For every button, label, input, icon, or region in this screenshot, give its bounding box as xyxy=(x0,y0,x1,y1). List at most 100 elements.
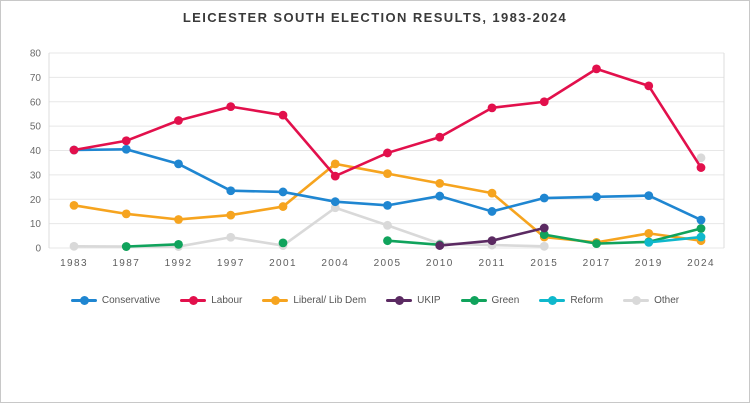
data-point-labour xyxy=(435,132,445,142)
data-point-reform xyxy=(644,237,654,247)
x-axis-label: 2017 xyxy=(583,258,611,269)
legend-line-dot-icon xyxy=(70,296,97,305)
legend-item-other: Other xyxy=(623,295,679,306)
data-point-green xyxy=(278,238,288,248)
data-point-other xyxy=(539,241,549,251)
chart-legend: Conservative Labour Liberal/ Lib Dem UKIP Gr… xyxy=(1,295,749,306)
data-point-conservative xyxy=(174,159,183,169)
data-point-green xyxy=(592,239,601,249)
data-point-liberal-lib-dem xyxy=(121,209,131,219)
legend-line-dot-icon xyxy=(180,296,207,305)
legend-item-liberal-lib-dem: Liberal/ Lib Dem xyxy=(262,295,366,306)
legend-line-dot-icon xyxy=(262,296,289,305)
data-point-conservative xyxy=(278,187,288,197)
series-line-other xyxy=(72,206,546,248)
data-point-liberal-lib-dem xyxy=(174,215,183,224)
data-point-conservative xyxy=(592,192,601,202)
data-point-other xyxy=(69,241,79,251)
y-axis-label: 30 xyxy=(30,170,42,181)
legend-line-dot-icon xyxy=(460,296,487,305)
data-point-labour xyxy=(644,81,654,91)
data-point-other xyxy=(226,232,236,242)
legend-item-conservative: Conservative xyxy=(70,295,160,306)
data-point-ukip xyxy=(487,236,497,246)
data-point-liberal-lib-dem xyxy=(383,169,392,179)
y-axis-label: 0 xyxy=(35,244,41,255)
data-point-ukip xyxy=(539,223,549,233)
legend-item-green: Green xyxy=(460,295,519,306)
data-point-ukip xyxy=(435,241,445,250)
y-axis-label: 20 xyxy=(30,195,42,206)
legend-item-label: Liberal/ Lib Dem xyxy=(293,295,367,306)
data-point-labour xyxy=(330,171,340,181)
data-point-liberal-lib-dem xyxy=(487,188,497,198)
data-point-labour xyxy=(69,145,79,155)
x-axis-label: 2024 xyxy=(687,258,715,269)
data-point-conservative xyxy=(330,197,340,207)
data-point-conservative xyxy=(121,144,131,154)
data-point-liberal-lib-dem xyxy=(330,159,340,169)
data-point-labour xyxy=(487,103,497,113)
legend-line-dot-icon xyxy=(386,296,413,305)
data-point-labour xyxy=(383,148,392,158)
data-point-liberal-lib-dem xyxy=(644,228,654,238)
data-point-conservative xyxy=(435,191,445,201)
y-axis-label: 70 xyxy=(30,73,42,84)
legend-item-label: Other xyxy=(654,295,680,306)
legend-item-labour: Labour xyxy=(180,295,242,306)
legend-line-dot-icon xyxy=(539,296,566,305)
data-point-other xyxy=(330,203,340,213)
x-axis-label: 1987 xyxy=(112,258,140,269)
x-axis-label: 2005 xyxy=(374,258,402,269)
data-point-green xyxy=(121,242,131,251)
legend-line-dot-icon xyxy=(623,296,650,305)
data-point-liberal-lib-dem xyxy=(435,179,445,188)
legend-item-label: Reform xyxy=(570,295,604,306)
data-point-conservative xyxy=(383,200,392,210)
series-line-green xyxy=(542,227,703,245)
legend-item-label: Labour xyxy=(211,295,243,306)
x-axis-label: 2004 xyxy=(321,258,349,269)
data-point-green xyxy=(174,239,183,249)
data-point-labour xyxy=(592,64,601,74)
y-axis-label: 80 xyxy=(30,49,42,60)
data-point-green xyxy=(539,230,549,239)
chart-title: LEICESTER SOUTH ELECTION RESULTS, 1983-2… xyxy=(182,10,568,25)
data-point-labour xyxy=(278,110,288,120)
data-point-liberal-lib-dem xyxy=(69,200,79,210)
data-point-conservative xyxy=(226,186,236,196)
data-point-conservative xyxy=(487,207,497,216)
data-point-labour xyxy=(696,163,706,172)
x-axis-label: 1997 xyxy=(217,258,245,269)
x-axis-label: 2019 xyxy=(635,258,663,269)
y-axis-label: 50 xyxy=(30,122,42,133)
series-line-reform xyxy=(647,235,703,244)
x-axis-label: 1992 xyxy=(165,258,193,269)
data-point-labour xyxy=(121,136,131,146)
x-axis-label: 2001 xyxy=(269,258,297,269)
x-axis-label: 2011 xyxy=(478,258,505,269)
y-axis-label: 10 xyxy=(30,219,42,230)
legend-item-label: UKIP xyxy=(417,295,441,306)
data-point-conservative xyxy=(644,191,654,200)
y-axis-label: 60 xyxy=(30,97,42,108)
data-point-conservative xyxy=(696,215,706,225)
legend-item-reform: Reform xyxy=(539,295,603,306)
data-point-green xyxy=(696,224,706,233)
y-axis-label: 40 xyxy=(30,146,42,157)
data-point-reform xyxy=(696,232,706,242)
data-point-other xyxy=(696,153,706,163)
legend-item-ukip: UKIP xyxy=(386,295,441,306)
data-point-liberal-lib-dem xyxy=(278,202,288,211)
data-point-liberal-lib-dem xyxy=(226,210,236,220)
series-line-green xyxy=(386,239,442,247)
line-chart: 0 10 20 30 40 50 60 70 80 1983 1987 1992 1997 2001 200… xyxy=(30,49,725,269)
data-point-labour xyxy=(539,97,549,107)
data-point-labour xyxy=(174,116,183,125)
data-point-other xyxy=(383,220,392,230)
series-line-green xyxy=(124,243,180,248)
x-axis-label: 1983 xyxy=(60,258,88,269)
data-point-conservative xyxy=(539,193,549,203)
x-axis-label: 2010 xyxy=(426,258,454,269)
